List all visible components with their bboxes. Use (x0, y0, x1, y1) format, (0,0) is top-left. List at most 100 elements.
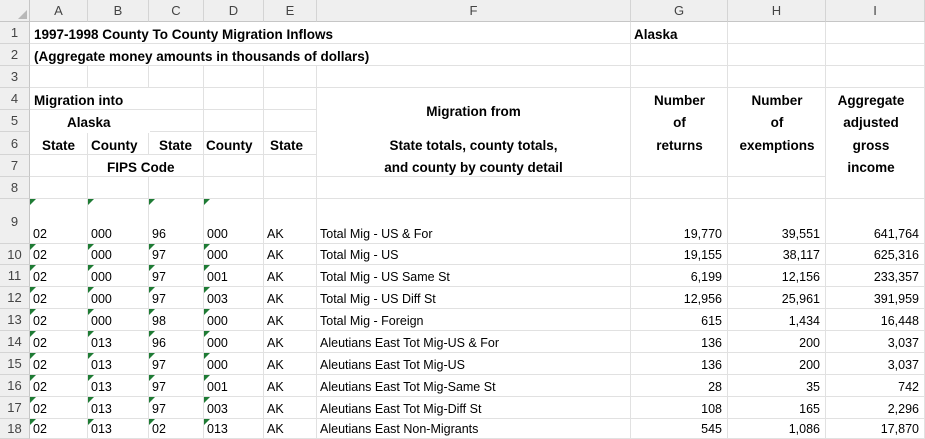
cell-i-row-15[interactable]: 3,037 (887, 358, 919, 372)
cell-b-row-18[interactable]: 013 (91, 422, 112, 436)
cell-g-row-10[interactable]: 19,155 (683, 248, 722, 262)
cell-h-row-13[interactable]: 1,434 (788, 314, 820, 328)
cell-a-row-12[interactable]: 02 (33, 292, 47, 306)
cell-h-row-12[interactable]: 25,961 (781, 292, 820, 306)
agi-header-4[interactable]: income (847, 160, 895, 175)
migration-into-header[interactable]: Migration into (34, 93, 124, 108)
row-header-3[interactable]: 3 (0, 66, 30, 88)
returns-header-2[interactable]: of (673, 115, 686, 130)
cell-h-row-16[interactable]: 35 (806, 380, 820, 394)
cell-h-row-10[interactable]: 38,117 (782, 248, 820, 262)
cell-h-row-11[interactable]: 12,156 (781, 270, 820, 284)
cell-d-row-18[interactable]: 013 (207, 422, 228, 436)
cell-h-row-15[interactable]: 200 (799, 358, 820, 372)
cell-e-row-10[interactable]: AK (267, 248, 284, 262)
cell-e-row-15[interactable]: AK (267, 358, 284, 372)
row-header-10[interactable]: 10 (0, 244, 30, 265)
county-header[interactable]: County (91, 138, 138, 153)
column-header-c[interactable]: C (149, 0, 204, 22)
cell-f-row-12[interactable]: Total Mig - US Diff St (320, 292, 436, 306)
cell-c-row-15[interactable]: 97 (152, 358, 166, 372)
cell-f-row-16[interactable]: Aleutians East Tot Mig-Same St (320, 380, 496, 394)
row-header-4[interactable]: 4 (0, 88, 30, 110)
cell-a-row-16[interactable]: 02 (33, 380, 47, 394)
cell-b-row-17[interactable]: 013 (91, 402, 112, 416)
cell-a-row-15[interactable]: 02 (33, 358, 47, 372)
row-header-12[interactable]: 12 (0, 287, 30, 309)
cell-d-row-11[interactable]: 001 (207, 270, 228, 284)
column-header-h[interactable]: H (728, 0, 826, 22)
column-header-b[interactable]: B (88, 0, 149, 22)
cell-d-row-17[interactable]: 003 (207, 402, 228, 416)
row-header-8[interactable]: 8 (0, 177, 30, 199)
cell-g-row-11[interactable]: 6,199 (690, 270, 722, 284)
cell-d-row-14[interactable]: 000 (207, 336, 228, 350)
cell-d-row-13[interactable]: 000 (207, 314, 228, 328)
cell-b-row-12[interactable]: 000 (91, 292, 112, 306)
cell-b-row-9[interactable]: 000 (91, 227, 112, 241)
cell-h-row-9[interactable]: 39,551 (781, 227, 820, 241)
cell-i-row-14[interactable]: 3,037 (887, 336, 919, 350)
cell-b-row-16[interactable]: 013 (91, 380, 112, 394)
cell-e-row-16[interactable]: AK (267, 380, 284, 394)
row-header-7[interactable]: 7 (0, 155, 30, 177)
cell-a-row-10[interactable]: 02 (33, 248, 47, 262)
column-header-d[interactable]: D (204, 0, 264, 22)
cell-a-row-18[interactable]: 02 (33, 422, 47, 436)
exemptions-header-1[interactable]: Number (751, 93, 803, 108)
cell-a-row-13[interactable]: 02 (33, 314, 47, 328)
migration-from-desc-1[interactable]: State totals, county totals, (389, 138, 558, 153)
column-header-i[interactable]: I (826, 0, 925, 22)
row-header-2[interactable]: 2 (0, 44, 30, 66)
cell-c-row-16[interactable]: 97 (152, 380, 166, 394)
cell-f-row-9[interactable]: Total Mig - US & For (320, 227, 433, 241)
row-header-5[interactable]: 5 (0, 110, 30, 132)
row-header-13[interactable]: 13 (0, 309, 30, 331)
county-code-header[interactable]: County (206, 138, 253, 153)
state-name-cell[interactable]: Alaska (634, 27, 678, 42)
cell-c-row-14[interactable]: 96 (152, 336, 166, 350)
cell-f-row-11[interactable]: Total Mig - US Same St (320, 270, 450, 284)
cell-e-row-9[interactable]: AK (267, 227, 284, 241)
cell-i-row-10[interactable]: 625,316 (873, 248, 919, 262)
row-header-6[interactable]: 6 (0, 132, 30, 155)
cell-a-row-9[interactable]: 02 (33, 227, 47, 241)
column-header-f[interactable]: F (317, 0, 631, 22)
cell-e-row-14[interactable]: AK (267, 336, 284, 350)
cell-c-row-12[interactable]: 97 (152, 292, 166, 306)
cell-b-row-14[interactable]: 013 (91, 336, 112, 350)
cell-e-row-13[interactable]: AK (267, 314, 284, 328)
cell-d-row-12[interactable]: 003 (207, 292, 228, 306)
title-cell[interactable]: 1997-1998 County To County Migration Inf… (34, 27, 334, 42)
cell-b-row-13[interactable]: 000 (91, 314, 112, 328)
returns-header-1[interactable]: Number (653, 93, 705, 108)
column-header-a[interactable]: A (30, 0, 88, 22)
cell-c-row-13[interactable]: 98 (152, 314, 166, 328)
select-all-corner[interactable] (0, 0, 30, 22)
state-header[interactable]: State (42, 138, 76, 153)
cell-b-row-11[interactable]: 000 (91, 270, 112, 284)
column-header-e[interactable]: E (264, 0, 317, 22)
cell-d-row-9[interactable]: 000 (207, 227, 228, 241)
cell-h-row-17[interactable]: 165 (799, 402, 820, 416)
cell-c-row-9[interactable]: 96 (152, 227, 166, 241)
cell-g-row-13[interactable]: 615 (701, 314, 722, 328)
cell-d-row-15[interactable]: 000 (207, 358, 228, 372)
cell-g-row-17[interactable]: 108 (701, 402, 722, 416)
cell-f-row-15[interactable]: Aleutians East Tot Mig-US (320, 358, 465, 372)
column-header-g[interactable]: G (631, 0, 728, 22)
cell-a-row-17[interactable]: 02 (33, 402, 47, 416)
row-header-18[interactable]: 18 (0, 419, 30, 439)
cell-d-row-16[interactable]: 001 (207, 380, 228, 394)
migration-from-desc-2[interactable]: and county by county detail (384, 160, 563, 175)
migration-into-state-header[interactable]: Alaska (67, 115, 111, 130)
row-header-1[interactable]: 1 (0, 22, 30, 44)
cell-g-row-12[interactable]: 12,956 (683, 292, 722, 306)
exemptions-header-2[interactable]: of (770, 115, 784, 130)
exemptions-header-3[interactable]: exemptions (739, 138, 815, 153)
cell-g-row-18[interactable]: 545 (701, 422, 722, 436)
agi-header-3[interactable]: gross (852, 138, 890, 153)
cell-i-row-11[interactable]: 233,357 (873, 270, 919, 284)
row-header-15[interactable]: 15 (0, 353, 30, 375)
